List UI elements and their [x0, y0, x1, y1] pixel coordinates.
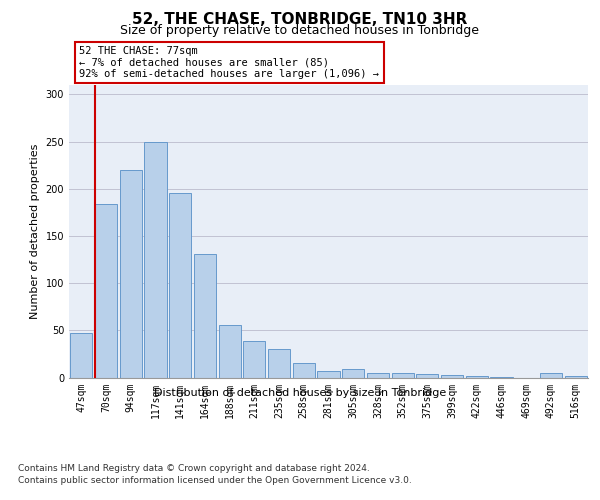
Bar	[243, 340, 265, 378]
Bar	[317, 371, 340, 378]
Bar	[95, 204, 117, 378]
Bar	[490, 376, 512, 378]
Text: Contains HM Land Registry data © Crown copyright and database right 2024.: Contains HM Land Registry data © Crown c…	[18, 464, 370, 473]
Bar	[268, 349, 290, 378]
Bar	[392, 373, 414, 378]
Bar	[70, 333, 92, 378]
Bar	[169, 192, 191, 378]
Bar	[218, 324, 241, 378]
Text: Contains public sector information licensed under the Open Government Licence v3: Contains public sector information licen…	[18, 476, 412, 485]
Text: Size of property relative to detached houses in Tonbridge: Size of property relative to detached ho…	[121, 24, 479, 37]
Bar	[119, 170, 142, 378]
Bar	[540, 373, 562, 378]
Bar	[342, 369, 364, 378]
Y-axis label: Number of detached properties: Number of detached properties	[30, 144, 40, 319]
Text: Distribution of detached houses by size in Tonbridge: Distribution of detached houses by size …	[154, 388, 446, 398]
Bar	[293, 364, 315, 378]
Bar	[145, 142, 167, 378]
Bar	[441, 374, 463, 378]
Bar	[565, 376, 587, 378]
Bar	[367, 373, 389, 378]
Text: 52 THE CHASE: 77sqm
← 7% of detached houses are smaller (85)
92% of semi-detache: 52 THE CHASE: 77sqm ← 7% of detached hou…	[79, 46, 379, 79]
Bar	[416, 374, 439, 378]
Text: 52, THE CHASE, TONBRIDGE, TN10 3HR: 52, THE CHASE, TONBRIDGE, TN10 3HR	[133, 12, 467, 28]
Bar	[194, 254, 216, 378]
Bar	[466, 376, 488, 378]
